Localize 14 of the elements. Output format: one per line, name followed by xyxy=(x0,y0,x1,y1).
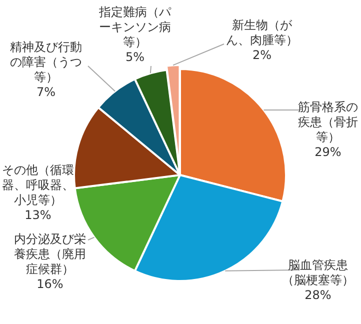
slice-label: 精神及び行動の障害（うつ等） xyxy=(8,40,83,85)
slice-label: 指定難病（パーキンソン病等） xyxy=(98,5,172,50)
slice-label: 内分泌及び栄養疾患（廃用症候群） xyxy=(12,232,87,277)
data-label: 28% xyxy=(304,288,332,303)
data-label: 29% xyxy=(314,145,342,160)
data-label: 16% xyxy=(36,277,64,292)
slice-label: 脳血管疾患（脳梗塞等） xyxy=(280,258,355,288)
data-label: 5% xyxy=(124,50,146,65)
slice-label: その他（循環器、呼吸器、小児等） xyxy=(0,163,75,208)
data-label: 2% xyxy=(251,48,273,63)
data-label: 7% xyxy=(35,85,57,100)
slice-label: 筋骨格系の疾患（骨折等） xyxy=(296,100,359,145)
data-label: 13% xyxy=(24,208,52,223)
slice-label: 新生物（がん、肉腫等） xyxy=(224,18,299,48)
